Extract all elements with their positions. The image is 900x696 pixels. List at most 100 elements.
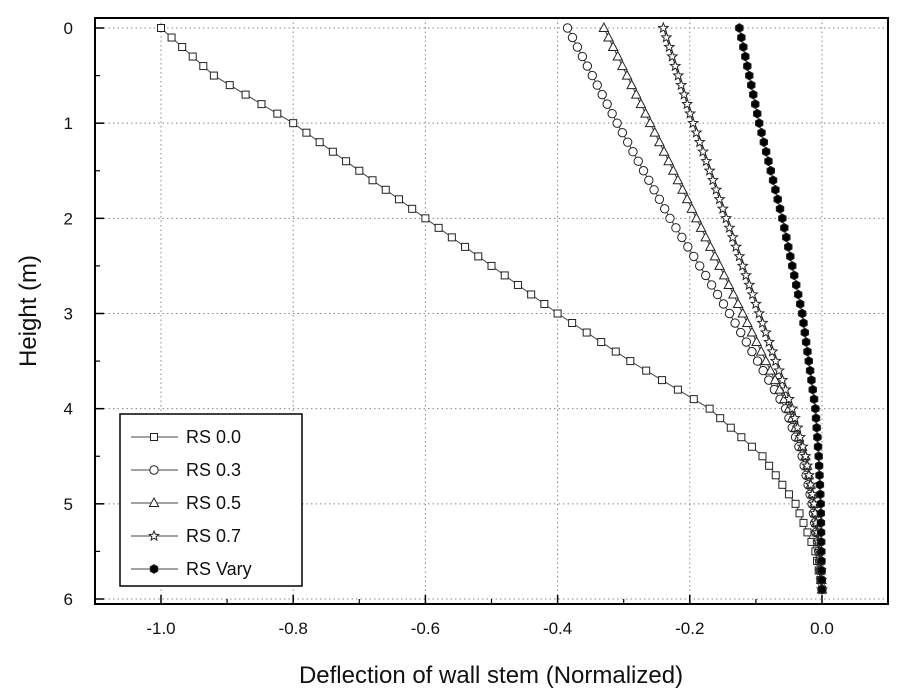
marker-rs-0-3 [607, 108, 617, 119]
marker-rs-0-3 [572, 42, 583, 52]
marker-rs-0-7 [693, 135, 706, 148]
marker-rs-vary [782, 232, 791, 243]
marker-rs-0-3 [638, 166, 649, 176]
marker-rs-vary [768, 175, 778, 186]
marker-rs-0-3 [654, 194, 665, 205]
marker-rs-0-0 [355, 166, 364, 175]
marker-rs-0-3 [747, 346, 757, 357]
marker-rs-0-3 [562, 23, 573, 33]
marker-rs-0-0 [737, 433, 746, 442]
marker-rs-0-7 [769, 354, 782, 367]
marker-rs-0-7 [687, 116, 700, 129]
marker-rs-0-7 [776, 373, 789, 386]
marker-rs-0-7 [799, 449, 812, 462]
marker-rs-vary [815, 470, 824, 481]
marker-rs-0-0 [289, 119, 298, 128]
y-tick-label: 0 [64, 19, 73, 38]
marker-rs-vary [808, 384, 817, 395]
legend-marker-rs-0-0 [150, 433, 158, 441]
marker-rs-0-0 [273, 109, 282, 118]
marker-rs-0-3 [665, 213, 675, 224]
marker-rs-0-0 [673, 385, 682, 394]
marker-rs-0-0 [487, 261, 496, 270]
marker-rs-0-7 [730, 240, 743, 253]
marker-rs-0-3 [671, 223, 681, 233]
marker-rs-0-7 [706, 173, 719, 186]
marker-rs-0-0 [726, 423, 735, 432]
marker-rs-0-0 [342, 157, 351, 166]
y-tick-label: 4 [64, 400, 73, 419]
marker-rs-0-7 [675, 78, 688, 91]
marker-rs-0-0 [803, 528, 812, 537]
marker-rs-vary [817, 556, 826, 566]
marker-rs-0-7 [806, 487, 819, 500]
marker-rs-0-5 [760, 355, 772, 366]
marker-rs-vary [817, 575, 827, 585]
legend-box [119, 413, 303, 587]
series-group [157, 21, 829, 595]
marker-rs-0-7 [710, 183, 723, 195]
marker-rs-0-0 [771, 471, 780, 480]
marker-rs-vary [759, 137, 769, 148]
marker-rs-0-7 [791, 421, 804, 433]
marker-rs-0-3 [633, 156, 643, 166]
marker-rs-0-5 [714, 259, 725, 270]
marker-rs-0-5 [607, 40, 619, 52]
marker-rs-0-0 [626, 357, 635, 366]
marker-rs-vary [804, 356, 813, 366]
marker-rs-0-3 [677, 232, 687, 243]
marker-rs-0-0 [705, 404, 714, 413]
series-rs-vary [735, 23, 827, 595]
marker-rs-vary [780, 222, 789, 233]
marker-rs-0-7 [716, 202, 729, 214]
marker-rs-0-0 [597, 338, 606, 347]
marker-rs-0-3 [712, 289, 723, 300]
marker-rs-0-0 [241, 90, 250, 99]
marker-rs-0-0 [408, 204, 417, 213]
marker-rs-0-0 [658, 376, 667, 385]
marker-rs-0-7 [801, 459, 814, 471]
marker-rs-0-5 [723, 278, 735, 289]
marker-rs-0-0 [368, 176, 377, 185]
y-tick-label: 5 [64, 495, 73, 514]
marker-rs-0-5 [700, 231, 712, 242]
marker-rs-0-5 [727, 288, 739, 299]
marker-rs-0-3 [567, 32, 578, 43]
marker-rs-0-7 [666, 50, 679, 62]
marker-rs-0-3 [622, 137, 633, 147]
marker-rs-0-7 [678, 88, 691, 100]
marker-rs-0-0 [178, 43, 187, 52]
marker-rs-0-7 [788, 411, 801, 424]
marker-rs-0-0 [315, 138, 324, 147]
legend-label-rs-0-7: RS 0.7 [186, 526, 241, 546]
marker-rs-0-7 [684, 107, 697, 119]
marker-rs-0-7 [749, 297, 762, 310]
marker-rs-0-7 [773, 364, 786, 376]
marker-rs-0-0 [540, 299, 549, 308]
marker-rs-0-7 [736, 259, 749, 272]
x-tick-label: -0.4 [543, 619, 572, 638]
marker-rs-0-0 [447, 233, 456, 242]
marker-rs-0-0 [568, 319, 577, 328]
marker-rs-0-5 [672, 174, 684, 185]
marker-rs-0-5 [751, 335, 763, 347]
marker-rs-0-5 [732, 297, 744, 308]
marker-rs-0-7 [786, 402, 799, 414]
marker-rs-0-5 [681, 193, 693, 204]
legend-marker-rs-0-5 [148, 496, 160, 507]
marker-rs-0-7 [657, 21, 670, 34]
marker-rs-vary [816, 489, 825, 500]
marker-rs-0-7 [669, 59, 682, 72]
marker-rs-0-0 [434, 223, 443, 232]
marker-rs-vary [757, 127, 766, 138]
marker-rs-vary [814, 451, 823, 462]
marker-rs-0-7 [696, 145, 710, 157]
marker-rs-0-3 [649, 185, 659, 195]
marker-rs-0-0 [791, 499, 800, 508]
marker-rs-vary [743, 61, 752, 71]
marker-rs-vary [797, 308, 807, 319]
marker-rs-0-5 [769, 374, 781, 385]
marker-rs-0-7 [713, 192, 726, 205]
x-tick-label: -0.6 [411, 619, 440, 638]
marker-rs-vary [788, 261, 797, 271]
